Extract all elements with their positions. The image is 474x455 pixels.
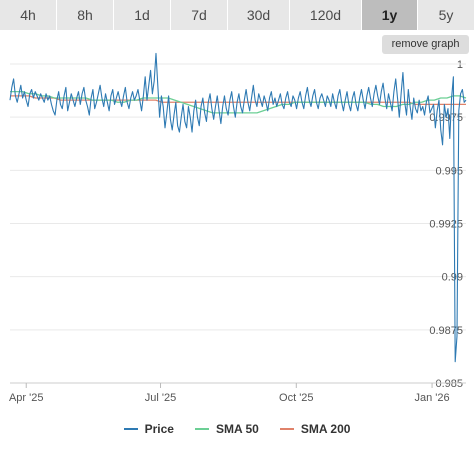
tab-1y[interactable]: 1y	[362, 0, 418, 30]
remove-graph-button[interactable]: remove graph	[382, 35, 469, 54]
legend-swatch-sma50	[194, 428, 209, 430]
x-tick-label: Jul '25	[145, 392, 176, 404]
y-tick-label: 0.9875	[429, 325, 463, 337]
chart-legend: Price SMA 50 SMA 200	[0, 420, 474, 438]
legend-swatch-price	[123, 428, 138, 430]
x-tick-label: Oct '25	[279, 392, 314, 404]
y-tick-label: 0.99	[442, 272, 463, 284]
legend-item-sma50[interactable]: SMA 50	[194, 422, 259, 436]
tab-1d[interactable]: 1d	[114, 0, 171, 30]
legend-item-price[interactable]: Price	[123, 422, 174, 436]
tab-7d[interactable]: 7d	[171, 0, 228, 30]
legend-label-sma50: SMA 50	[215, 422, 259, 436]
tab-4h[interactable]: 4h	[0, 0, 57, 30]
y-tick-label: 1	[457, 59, 463, 71]
legend-label-price: Price	[144, 422, 174, 436]
legend-label-sma200: SMA 200	[300, 422, 351, 436]
legend-swatch-sma200	[279, 428, 294, 430]
tab-120d[interactable]: 120d	[290, 0, 362, 30]
tab-30d[interactable]: 30d	[228, 0, 290, 30]
legend-item-sma200[interactable]: SMA 200	[279, 422, 351, 436]
x-tick-label: Apr '25	[9, 392, 44, 404]
tab-8h[interactable]: 8h	[57, 0, 114, 30]
sma50-series-line	[10, 91, 467, 114]
x-tick-label: Jan '26	[414, 392, 449, 404]
y-tick-label: 0.995	[435, 165, 463, 177]
price-series-line	[9, 52, 467, 363]
y-tick-label: 0.9975	[429, 112, 463, 124]
y-tick-label: 0.985	[435, 378, 463, 390]
tab-5y[interactable]: 5y	[418, 0, 474, 30]
timeframe-tabs: 4h 8h 1d 7d 30d 120d 1y 5y	[0, 0, 474, 30]
